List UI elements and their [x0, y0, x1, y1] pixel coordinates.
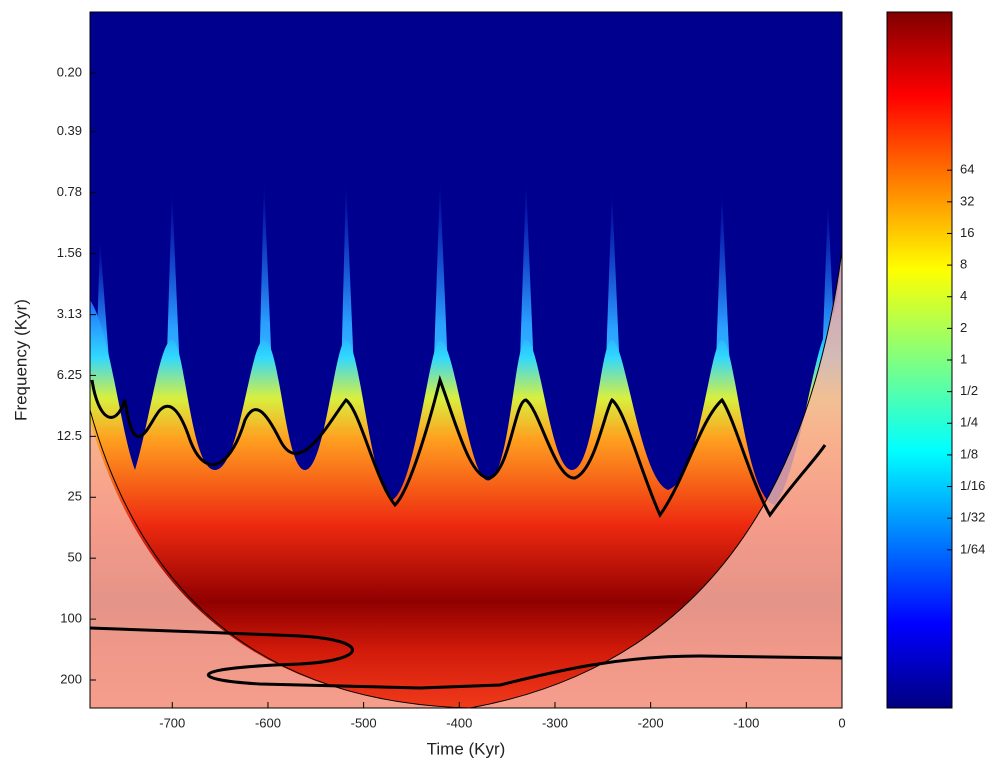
x-tick-label: -200 — [638, 715, 664, 730]
colorbar-tick-label: 1/32 — [960, 510, 985, 525]
y-tick-label: 0.39 — [57, 123, 82, 138]
colorbar-tick-label: 1/2 — [960, 383, 978, 398]
colorbar-tick-label: 1/16 — [960, 478, 985, 493]
y-tick-label: 12.5 — [57, 428, 82, 443]
spectrum-image — [90, 12, 842, 708]
y-tick-label: 6.25 — [57, 367, 82, 382]
x-tick-label: 0 — [838, 715, 845, 730]
x-tick-label: -700 — [159, 715, 185, 730]
x-tick-label: -300 — [542, 715, 568, 730]
y-tick-label: 0.20 — [57, 64, 82, 79]
x-axis-title: Time (Kyr) — [427, 739, 506, 758]
colorbar-tick-label: 1/4 — [960, 415, 978, 430]
colorbar-tick-label: 8 — [960, 257, 967, 272]
y-tick-label: 0.78 — [57, 184, 82, 199]
colorbar-tick-label: 1/64 — [960, 541, 985, 556]
y-tick-label: 1.56 — [57, 245, 82, 260]
colorbar-tick-label: 1/8 — [960, 446, 978, 461]
colorbar-tick-label: 64 — [960, 162, 974, 177]
x-tick-label: -400 — [446, 715, 472, 730]
y-tick-label: 100 — [60, 611, 82, 626]
y-tick-label: 50 — [68, 550, 82, 565]
colorbar-tick-label: 32 — [960, 193, 974, 208]
colorbar-tick-label: 2 — [960, 320, 967, 335]
colorbar-tick-label: 4 — [960, 288, 967, 303]
y-tick-label: 200 — [60, 671, 82, 686]
y-tick-label: 25 — [68, 489, 82, 504]
x-tick-label: -600 — [255, 715, 281, 730]
y-tick-label: 3.13 — [57, 306, 82, 321]
x-tick-label: -500 — [351, 715, 377, 730]
colorbar-tick-label: 16 — [960, 225, 974, 240]
x-tick-label: -100 — [733, 715, 759, 730]
colorbar-tick-label: 1 — [960, 351, 967, 366]
plot-frame — [89, 11, 843, 709]
colorbar — [886, 11, 953, 709]
y-axis-title: Frequency (Kyr) — [11, 299, 30, 421]
